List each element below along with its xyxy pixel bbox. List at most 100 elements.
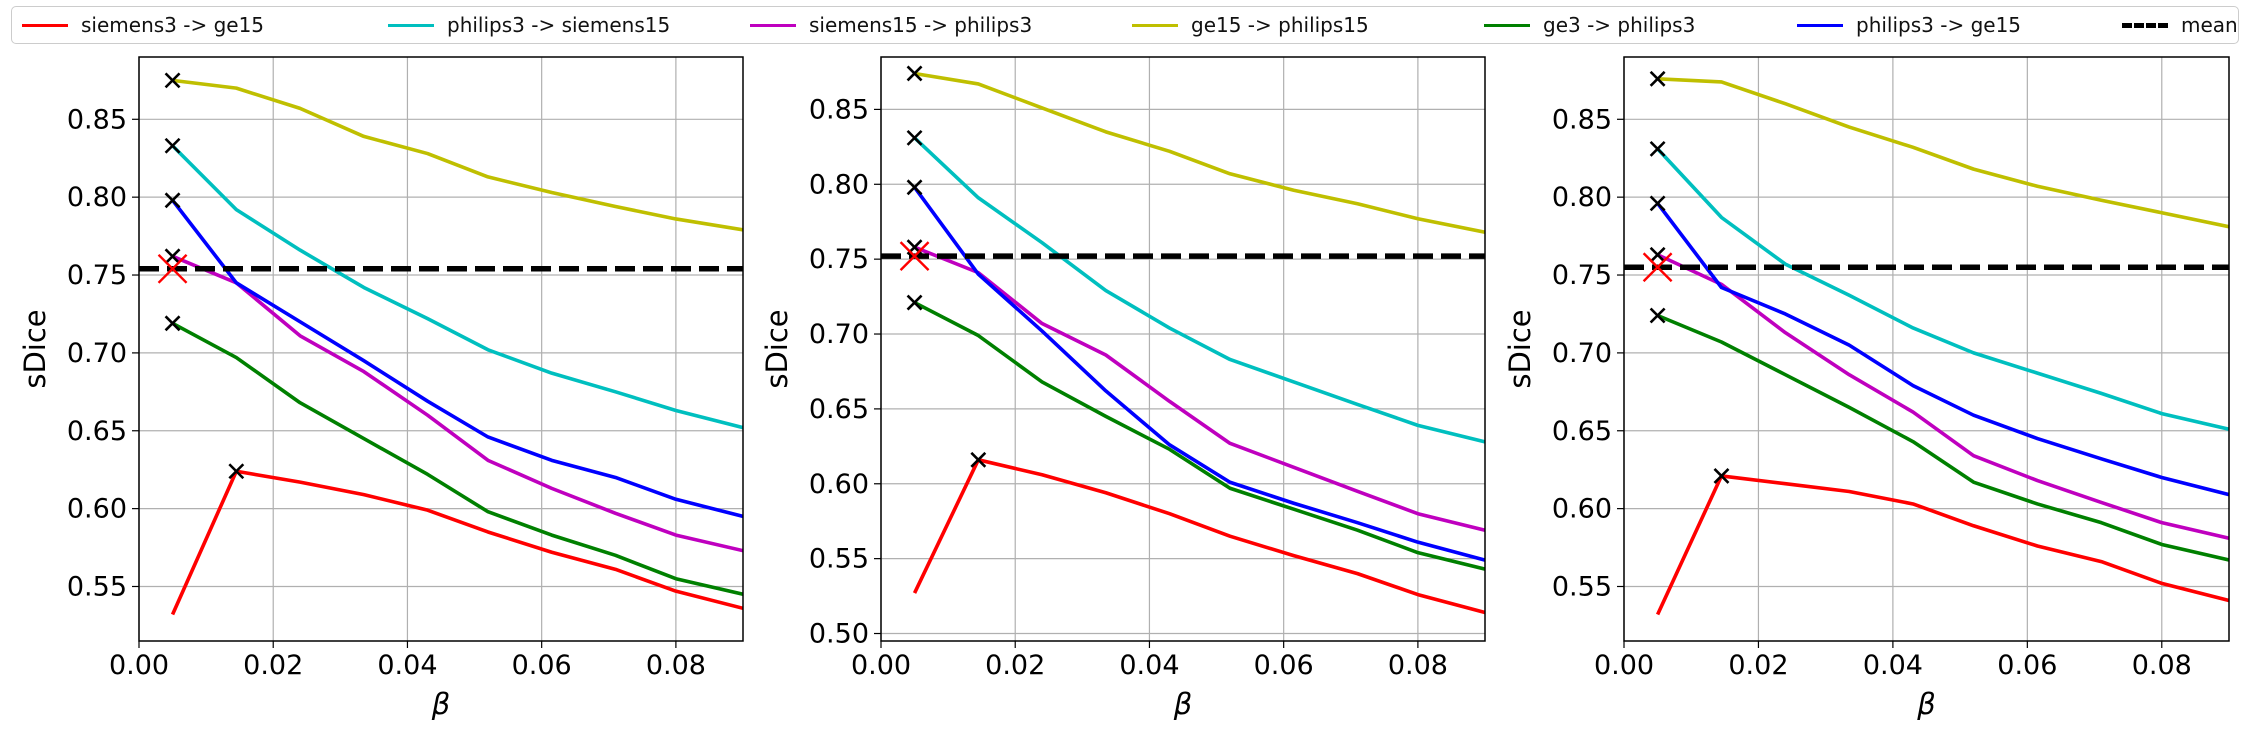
- best-point-marker-stroke: [1649, 195, 1666, 212]
- legend-entry: ge15 -> philips15: [1132, 7, 1369, 43]
- y-tick-label: 0.85: [67, 104, 127, 135]
- best-point-marker-stroke: [164, 137, 181, 154]
- best-point-marker: [1649, 70, 1666, 87]
- best-point-marker: [164, 315, 181, 332]
- best-point-marker-stroke: [1649, 246, 1666, 263]
- y-tick-label: 0.60: [67, 494, 127, 525]
- y-tick-label: 0.50: [809, 619, 869, 650]
- y-tick-label: 0.55: [809, 544, 869, 575]
- series-line: [1656, 313, 2229, 562]
- best-point-marker-stroke: [228, 463, 245, 480]
- y-tick-label: 0.65: [809, 394, 869, 425]
- series-line: [913, 300, 1485, 571]
- x-tick-label: 0.06: [1997, 650, 2057, 681]
- best-point-marker: [906, 65, 923, 82]
- best-point-marker-stroke: [164, 72, 181, 89]
- series-line: [170, 469, 743, 616]
- x-tick-label: 0.04: [377, 650, 437, 681]
- mean-best-marker-stroke: [899, 241, 930, 272]
- best-point-marker: [906, 129, 923, 146]
- series-line: [172, 78, 743, 232]
- x-tick-label: 0.02: [243, 650, 303, 681]
- axes-frame: [1623, 56, 2230, 642]
- series-line: [1657, 77, 2229, 229]
- series-line: [171, 254, 743, 553]
- legend-entry: siemens3 -> ge15: [22, 7, 264, 43]
- chart-panel-3: 0.00 0.02 0.04 0.06 0.08 0.55 0.60 0.65 0.70 0.75…: [1503, 56, 2230, 721]
- x-tick-label: 0.02: [985, 650, 1045, 681]
- best-point-marker: [164, 192, 181, 209]
- series-line: [914, 71, 1485, 234]
- series-group: [881, 71, 1485, 615]
- y-tick-label: 0.80: [809, 169, 869, 200]
- series-line: [1656, 147, 2229, 431]
- y-tick-label: 0.85: [809, 94, 869, 125]
- mean-best-marker: [157, 253, 188, 284]
- best-point-marker-stroke: [970, 451, 987, 468]
- x-tick-label: 0.00: [109, 650, 169, 681]
- series-line: [913, 245, 1485, 532]
- best-point-marker: [906, 294, 923, 311]
- chart-panel-1: 0.00 0.02 0.04 0.06 0.08 0.55 0.60 0.65 0.70 0.75…: [18, 56, 744, 721]
- best-point-marker-stroke: [164, 248, 181, 265]
- y-tick-label: 0.75: [1552, 260, 1612, 291]
- legend-swatch: [2122, 22, 2168, 28]
- best-point-marker: [970, 451, 987, 468]
- x-axis-label: β: [431, 687, 451, 721]
- y-tick-label: 0.75: [67, 260, 127, 291]
- legend-swatch: [1484, 23, 1530, 27]
- x-tick-label: 0.06: [1254, 650, 1314, 681]
- legend-entry: philips3 -> siemens15: [388, 7, 670, 43]
- legend-swatch: [388, 23, 434, 27]
- x-axis-label: β: [1916, 687, 1936, 721]
- legend-swatch: [22, 23, 68, 27]
- x-tick-label: 0.04: [1119, 650, 1179, 681]
- y-tick-label: 0.70: [67, 338, 127, 369]
- series-line: [171, 199, 743, 519]
- series-line: [913, 186, 1485, 562]
- chart-panel-2: 0.00 0.02 0.04 0.06 0.08 0.50 0.55 0.60 0.65 0.70…: [760, 56, 1486, 721]
- y-tick-label: 0.80: [67, 182, 127, 213]
- x-tick-label: 0.00: [851, 650, 911, 681]
- legend-label: philips3 -> ge15: [1856, 13, 2022, 37]
- series-line: [171, 144, 743, 430]
- best-point-marker: [1649, 307, 1666, 324]
- y-axis-label: sDice: [1503, 309, 1537, 388]
- y-axis-label: sDice: [18, 309, 52, 388]
- best-point-marker: [164, 72, 181, 89]
- mean-best-marker-stroke: [1642, 252, 1673, 283]
- axes-frame: [138, 56, 744, 642]
- best-point-marker: [1649, 140, 1666, 157]
- axes-frame: [880, 56, 1486, 642]
- x-tick-label: 0.08: [1388, 650, 1448, 681]
- best-point-marker-stroke: [906, 65, 923, 82]
- legend-entry: philips3 -> ge15: [1797, 7, 2021, 43]
- y-tick-label: 0.55: [67, 571, 127, 602]
- x-tick-label: 0.02: [1728, 650, 1788, 681]
- best-point-marker: [228, 463, 245, 480]
- y-tick-label: 0.75: [809, 244, 869, 275]
- mean-best-marker: [899, 241, 930, 272]
- best-point-marker-stroke: [1713, 468, 1730, 484]
- best-point-marker: [1649, 195, 1666, 212]
- legend: siemens3 -> ge15 philips3 -> siemens15 sie…: [11, 6, 2239, 44]
- legend-label: siemens3 -> ge15: [81, 13, 265, 37]
- legend-label: mean: [2181, 13, 2238, 37]
- series-group: [1624, 77, 2229, 616]
- y-tick-label: 0.60: [809, 469, 869, 500]
- x-tick-label: 0.06: [512, 650, 572, 681]
- legend-label: ge3 -> philips3: [1543, 13, 1696, 37]
- best-point-marker-stroke: [1649, 70, 1666, 87]
- best-point-marker: [164, 137, 181, 154]
- y-tick-label: 0.80: [1552, 182, 1612, 213]
- y-tick-label: 0.55: [1552, 571, 1612, 602]
- best-point-marker: [906, 179, 923, 196]
- legend-entry: mean: [2122, 7, 2238, 43]
- series-line: [913, 136, 1485, 444]
- best-point-marker-stroke: [1649, 307, 1666, 324]
- y-tick-label: 0.70: [809, 319, 869, 350]
- x-axis-label: β: [1173, 687, 1193, 721]
- y-tick-label: 0.60: [1552, 494, 1612, 525]
